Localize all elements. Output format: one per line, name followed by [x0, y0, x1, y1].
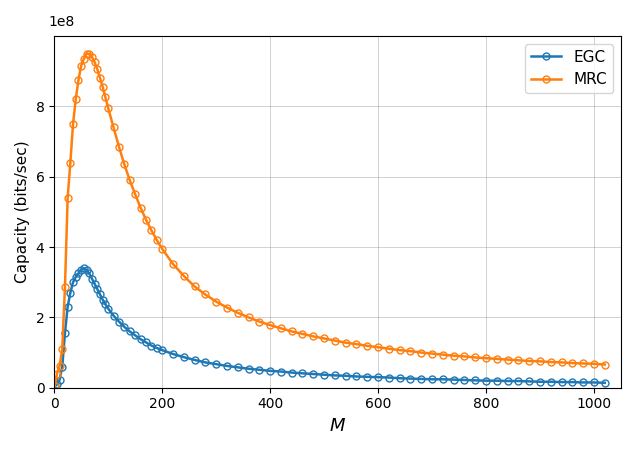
MRC — [99, 84, 107, 90]
EGC — [78, 267, 85, 273]
MRC — [51, 383, 59, 389]
EGC — [601, 380, 609, 386]
EGC — [277, 369, 285, 374]
MRC — [83, 51, 90, 56]
EGC — [363, 374, 371, 379]
MRC — [363, 343, 371, 349]
Line: EGC: EGC — [52, 265, 608, 390]
X-axis label: $M$: $M$ — [329, 417, 346, 435]
MRC — [78, 63, 85, 68]
EGC — [131, 333, 139, 338]
Line: MRC: MRC — [52, 50, 608, 389]
EGC — [51, 384, 59, 389]
Y-axis label: Capacity (bits/sec): Capacity (bits/sec) — [15, 140, 30, 283]
EGC — [99, 297, 107, 302]
Text: 1e8: 1e8 — [48, 15, 75, 29]
MRC — [131, 192, 139, 197]
MRC — [331, 338, 339, 343]
MRC — [277, 325, 285, 331]
Legend: EGC, MRC: EGC, MRC — [525, 44, 613, 94]
EGC — [331, 373, 339, 378]
EGC — [80, 266, 88, 271]
MRC — [601, 362, 609, 367]
